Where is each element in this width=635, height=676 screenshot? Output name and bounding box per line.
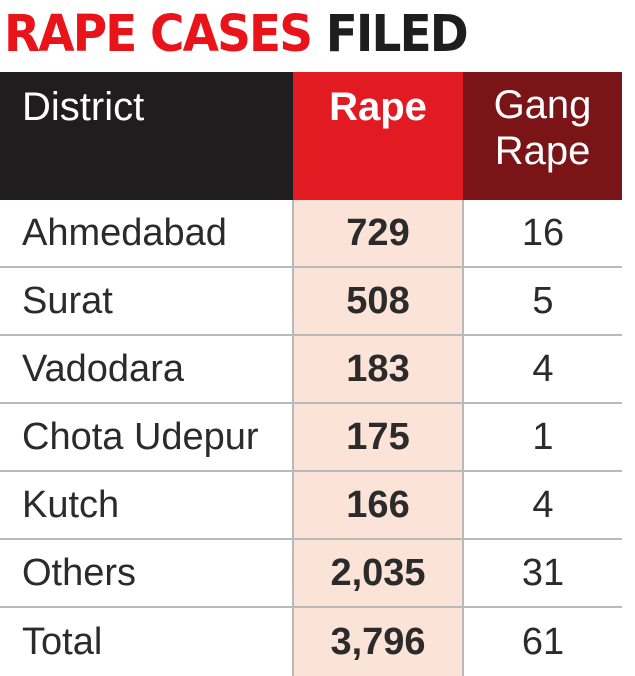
header-gang-rape-line1: Gang [493,83,592,127]
header-rape: Rape [293,72,463,200]
table-row: Surat 508 5 [0,267,622,336]
header-district: District [0,72,293,200]
district-cell: Total [0,607,294,676]
header-gang-rape-line2: Rape [494,129,591,173]
gang-rape-cell: 5 [463,267,622,336]
district-cell: Surat [0,267,294,336]
gang-rape-cell: 4 [463,471,622,540]
rape-cell: 183 [293,335,464,404]
district-cell: Chota Udepur [0,403,294,472]
gang-rape-cell: 1 [463,403,622,472]
table-row: Chota Udepur 175 1 [0,403,622,472]
table-row: Others 2,035 31 [0,539,622,608]
district-cell: Kutch [0,471,294,540]
table-title: RAPE CASES FILED [4,0,584,70]
rape-cell: 508 [293,267,464,336]
title-part-red: RAPE CASES [4,5,313,64]
table-row: Vadodara 183 4 [0,335,622,404]
gang-rape-cell: 4 [463,335,622,404]
header-row: District Rape Gang Rape [0,72,622,200]
title-part-black: FILED [325,5,469,64]
rape-cell: 2,035 [293,539,464,608]
district-cell: Ahmedabad [0,200,294,268]
gang-rape-cell: 61 [521,620,565,663]
rape-cell: 3,796 [293,607,464,676]
district-cell: Others [0,539,294,608]
rape-cell: 166 [293,471,464,540]
gang-rape-cell: 16 [463,200,622,268]
header-gang-rape: Gang Rape [463,72,622,200]
gang-rape-cell: 31 [463,539,622,608]
rape-cell: 175 [293,403,464,472]
table-row: Ahmedabad 729 16 [0,200,622,268]
district-cell: Vadodara [0,335,294,404]
table-row: Kutch 166 4 [0,471,622,540]
total-row: Total 3,796 61 [0,607,622,676]
rape-cell: 729 [293,200,464,268]
rape-cases-table: District Rape Gang Rape Ahmedabad 729 16 … [0,72,622,676]
